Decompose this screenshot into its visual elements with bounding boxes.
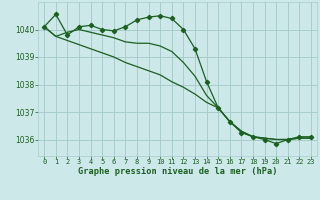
- X-axis label: Graphe pression niveau de la mer (hPa): Graphe pression niveau de la mer (hPa): [78, 167, 277, 176]
